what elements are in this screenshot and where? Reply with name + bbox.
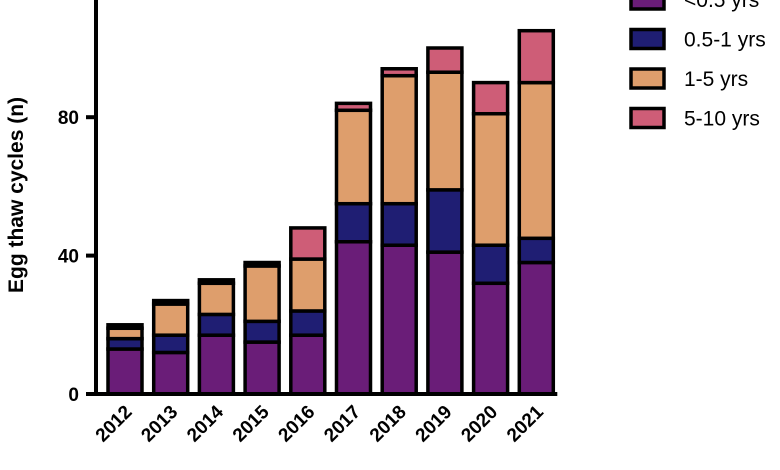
bar-segment [197, 281, 236, 317]
bar-segment [380, 243, 418, 396]
bar-segment [471, 111, 510, 247]
legend-swatch [629, 67, 666, 90]
bar-segment [197, 333, 236, 396]
bar-segment [426, 188, 464, 254]
bar-segment [380, 201, 418, 247]
bar-segment [517, 80, 556, 241]
bar-segment [334, 240, 373, 396]
bar-segment [380, 67, 418, 78]
bar-segment [334, 201, 373, 244]
bar-segment [471, 80, 510, 116]
legend-swatch [629, 106, 666, 130]
legend-swatch [629, 0, 666, 11]
bar-segment [243, 340, 281, 396]
bar-segment [471, 281, 510, 396]
y-tick-label: 80 [58, 108, 79, 129]
bar-segment [426, 46, 464, 74]
x-tick-label: 2018 [366, 402, 411, 447]
bar-segment [289, 257, 327, 313]
legend-label: 0.5-1 yrs [684, 29, 766, 52]
legend-label: 1-5 yrs [684, 68, 748, 91]
x-tick-label: 2021 [503, 401, 548, 446]
y-tick-label: 40 [58, 247, 79, 268]
bar-segment [243, 319, 281, 344]
legend-label: <0.5 yrs [684, 0, 759, 12]
x-tick-label: 2016 [275, 402, 320, 447]
bar-segment [151, 298, 190, 306]
bar-segment [380, 73, 418, 206]
x-tick-label: 2013 [137, 402, 182, 447]
bar-segment [289, 333, 327, 396]
x-tick-label: 2015 [229, 401, 274, 446]
bar-segment [517, 260, 556, 396]
legend-label: 5-10 yrs [684, 108, 760, 131]
bar-segment [426, 70, 464, 192]
x-tick-label: 2020 [457, 402, 502, 447]
bar-segment [151, 302, 190, 337]
bar-segment [197, 312, 236, 337]
bar-segment [334, 108, 373, 206]
bar-segment [426, 250, 464, 396]
bar-segment [471, 243, 510, 286]
bar-segment [106, 323, 144, 331]
y-tick-label: 0 [68, 385, 79, 406]
legend-swatch [629, 27, 666, 51]
bar-segment [151, 350, 190, 396]
legend: <0.5 yrs 0.5-1 yrs 1-5 yrs 5-10 yrs [629, 0, 766, 131]
y-axis-label: Egg thaw cycles (n) [5, 97, 28, 293]
bar-segment [243, 264, 281, 324]
bar-segment [289, 226, 327, 261]
bar-segment [289, 309, 327, 337]
bar-segment [106, 347, 144, 396]
bar-segment [334, 101, 373, 113]
bar-segment [151, 333, 190, 355]
x-tick-label: 2017 [320, 402, 365, 447]
bar-segment [243, 260, 281, 268]
bar-segment [517, 28, 556, 85]
bar-segment [197, 278, 236, 286]
x-tick-label: 2012 [92, 402, 137, 447]
x-tick-label: 2014 [183, 401, 228, 446]
x-tick-label: 2019 [412, 402, 457, 447]
bar-segment [517, 236, 556, 265]
